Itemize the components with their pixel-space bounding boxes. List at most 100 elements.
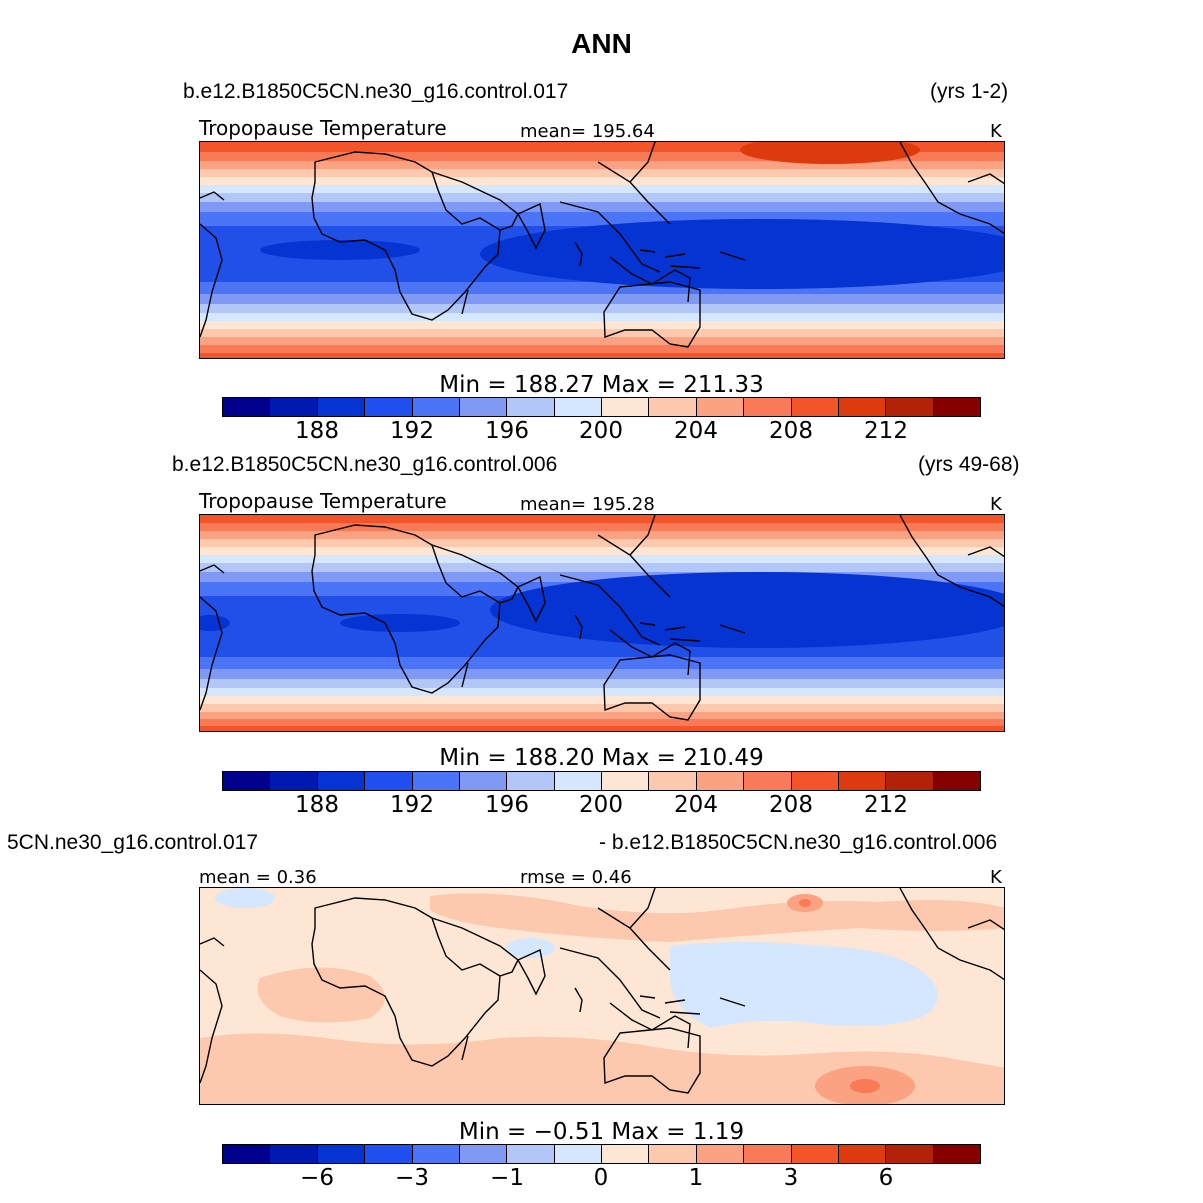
colorbar-box	[791, 398, 839, 416]
panel3-map	[199, 887, 1005, 1105]
panel3-rmse-label: rmse = 0.46	[520, 867, 632, 888]
colorbar-box	[270, 1145, 318, 1163]
panel2-coastlines	[200, 515, 1004, 721]
panel2-band-s9	[200, 657, 1004, 669]
colorbar-box	[412, 1145, 460, 1163]
panel2-mean-label: mean= 195.28	[520, 494, 655, 515]
panel3-warm-region-north	[430, 893, 1004, 942]
panel3-units-label: K	[990, 867, 1002, 888]
colorbar-box	[459, 1145, 508, 1163]
panel2-colorbar	[222, 771, 981, 791]
colorbar-box	[507, 772, 555, 790]
colorbar-box	[838, 1145, 887, 1163]
panel3-cool-region-pacific	[670, 942, 938, 1028]
colorbar-box	[317, 1145, 366, 1163]
panel2-band-s7	[200, 679, 1004, 688]
panel1-band-n8	[200, 202, 1004, 212]
panel1-band-n6	[200, 185, 1004, 193]
colorbar-box	[791, 772, 839, 790]
colorbar-tick-label: 0	[593, 1165, 609, 1191]
panel1-units-label: K	[990, 121, 1002, 142]
panel2-units-label: K	[990, 494, 1002, 515]
colorbar-box	[933, 398, 980, 416]
colorbar-box	[838, 398, 887, 416]
colorbar-box	[744, 398, 792, 416]
panel2-band-s4	[200, 704, 1004, 712]
panel2-variable-label: Tropopause Temperature	[199, 489, 447, 513]
panel1-band-s8	[200, 294, 1004, 304]
colorbar-tick-label: 212	[864, 418, 908, 444]
panel2-band-n6	[200, 555, 1004, 563]
panel1-warm-spot	[740, 142, 920, 164]
colorbar-tick-label: 200	[579, 792, 623, 818]
panel2-map	[199, 514, 1005, 732]
panel1-band-n2	[200, 152, 1004, 161]
colorbar-tick-label: 192	[390, 418, 434, 444]
colorbar-box	[744, 772, 792, 790]
colorbar-box	[696, 1145, 745, 1163]
colorbar-box	[838, 772, 887, 790]
colorbar-box	[270, 772, 318, 790]
colorbar-box	[886, 1145, 934, 1163]
panel2-band-s1	[200, 726, 1004, 731]
colorbar-box	[791, 1145, 839, 1163]
panel2-time-range: (yrs 49-68)	[918, 453, 1020, 476]
panel1-band-n4	[200, 169, 1004, 177]
panel3-mean-label: mean = 0.36	[199, 867, 317, 888]
colorbar-box	[886, 772, 934, 790]
colorbar-box	[507, 1145, 555, 1163]
colorbar-box	[412, 772, 460, 790]
colorbar-box	[649, 1145, 697, 1163]
panel3-warm-region-atlantic	[257, 967, 385, 1023]
panel1-band-s1	[200, 353, 1004, 358]
panel1-mean-label: mean= 195.64	[520, 121, 655, 142]
colorbar-box	[365, 398, 413, 416]
colorbar-box	[554, 1145, 602, 1163]
panel1-variable-label: Tropopause Temperature	[199, 116, 447, 140]
colorbar-box	[365, 772, 413, 790]
colorbar-tick-label: 196	[485, 418, 529, 444]
colorbar-tick-label: 204	[674, 792, 718, 818]
colorbar-box	[317, 772, 366, 790]
panel1-cold-core	[480, 219, 1004, 289]
panel2-cold-core-atlantic	[340, 614, 460, 632]
figure-title: ANN	[571, 28, 632, 59]
panel2-minmax: Min = 188.20 Max = 210.49	[439, 745, 764, 771]
panel1-colorbar	[222, 397, 981, 417]
colorbar-tick-label: 204	[674, 418, 718, 444]
panel1-band-s5	[200, 321, 1004, 329]
panel1-band-s4	[200, 329, 1004, 337]
panel1-band-n5	[200, 177, 1004, 185]
panel1-time-range: (yrs 1-2)	[930, 80, 1009, 103]
colorbar-tick-label: −1	[490, 1165, 524, 1191]
panel1-band-n1	[200, 142, 1004, 152]
colorbar-box	[459, 772, 508, 790]
panel2-band-s8	[200, 669, 1004, 679]
colorbar-box	[602, 1145, 650, 1163]
panel3-warm-spot-2-core	[850, 1079, 880, 1093]
panel1-cold-core-atlantic	[260, 240, 420, 260]
panel3-case-right: - b.e12.B1850C5CN.ne30_g16.control.006	[599, 831, 998, 854]
panel2-band-n5	[200, 547, 1004, 555]
colorbar-box	[744, 1145, 792, 1163]
colorbar-tick-label: 196	[485, 792, 529, 818]
colorbar-tick-label: 188	[295, 792, 339, 818]
panel3-warm-spot-1-core	[799, 899, 811, 907]
panel3-cool-spot-2	[505, 938, 555, 958]
colorbar-tick-label: 1	[688, 1165, 704, 1191]
colorbar-tick-label: 3	[783, 1165, 799, 1191]
panel1-band-s2	[200, 345, 1004, 353]
panel2-band-s5	[200, 696, 1004, 704]
colorbar-box	[696, 398, 745, 416]
colorbar-box	[649, 772, 697, 790]
panel1-coastlines	[200, 142, 1004, 348]
panel2-band-n3	[200, 531, 1004, 539]
colorbar-box	[554, 772, 602, 790]
panel2-band-s2	[200, 719, 1004, 726]
colorbar-box	[223, 1145, 271, 1163]
colorbar-tick-label: 208	[769, 418, 813, 444]
panel1-minmax: Min = 188.27 Max = 211.33	[439, 372, 764, 398]
panel3-cool-spot-1	[215, 888, 275, 908]
panel2-band-n1	[200, 515, 1004, 523]
panel2-band-n4	[200, 539, 1004, 547]
